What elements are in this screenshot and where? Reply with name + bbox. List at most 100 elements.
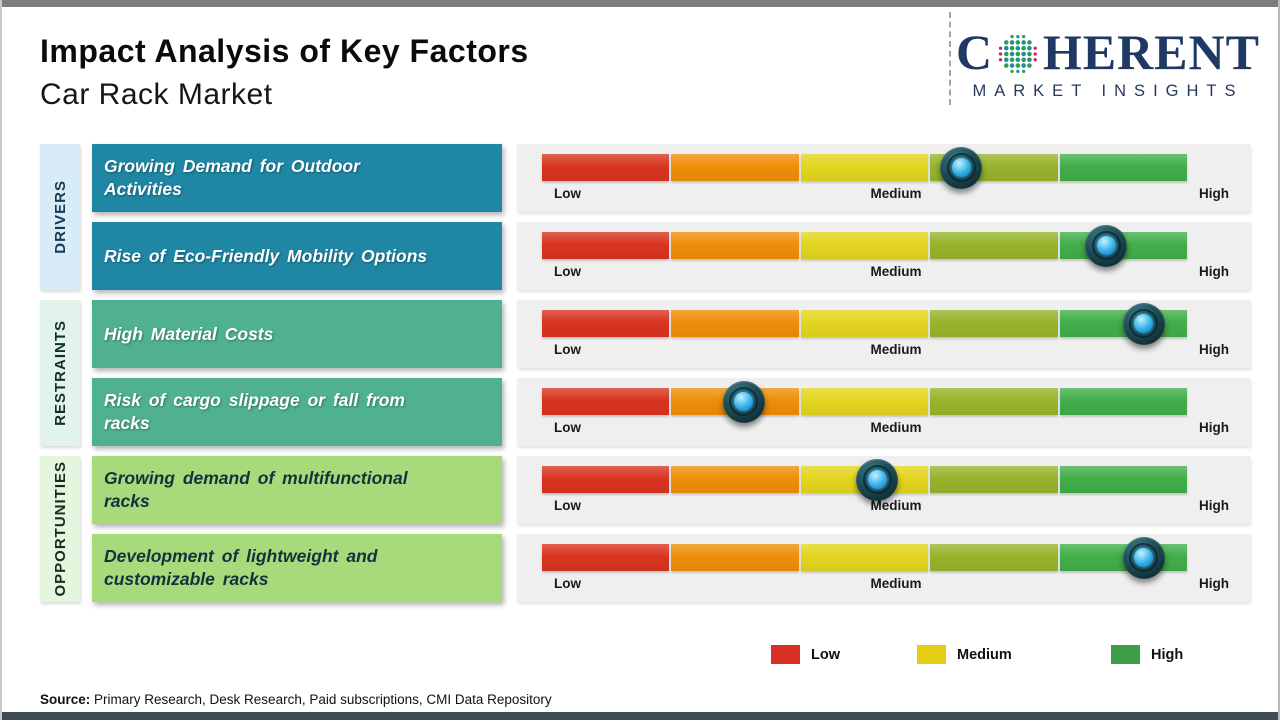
impact-marker-icon [1085,224,1128,267]
legend-label: Low [811,646,840,663]
scale-segment [930,466,1058,493]
category-label: RESTRAINTS [51,320,69,426]
scale-label-medium: Medium [870,264,922,279]
scale-segment [542,544,670,571]
impact-slider: Low Medium High [517,222,1250,290]
scale-segment [1059,388,1188,415]
factor-row: Growing demand of multifunctional racks … [92,456,1250,524]
impact-marker-icon [856,458,899,501]
scale-segment [671,310,799,337]
category-section: OPPORTUNITIES Growing demand of multifun… [40,456,1250,602]
factor-text: Development of lightweight and customiza… [104,546,378,589]
factor-text: Growing demand of multifunctional racks [104,468,408,511]
impact-matrix: DRIVERS Growing Demand for Outdoor Activ… [40,144,1250,602]
scale-segment [1059,154,1188,181]
factor-row: Development of lightweight and customiza… [92,534,1250,602]
factor-row: Risk of cargo slippage or fall from rack… [92,378,1250,446]
impact-scale-bar [542,224,1188,267]
scale-segment [542,154,670,181]
impact-slider: Low Medium High [517,378,1250,446]
impact-marker-icon [722,380,765,423]
factor-row: Growing Demand for Outdoor Activities Lo… [92,144,1250,212]
scale-label-medium: Medium [870,342,922,357]
scale-label-high: High [1199,420,1229,435]
impact-scale-bar [542,302,1188,345]
scale-label-low: Low [554,498,581,513]
legend: Low Medium High [771,645,1201,667]
factor-box: Development of lightweight and customiza… [92,534,502,602]
scale-segment [542,388,670,415]
category-rows: Growing demand of multifunctional racks … [92,456,1250,602]
impact-scale-bar [542,536,1188,579]
impact-marker-core [734,392,754,411]
source-label: Source: [40,692,91,707]
legend-item: Medium [917,645,1012,664]
scale-label-low: Low [554,576,581,591]
source-note: Source: Primary Research, Desk Research,… [40,692,552,707]
factor-text: Risk of cargo slippage or fall from rack… [104,390,405,433]
brand-logo: C HERENT MARKET INSIGHTS [956,26,1260,101]
scale-segment [542,310,670,337]
scale-segment [671,232,799,259]
category-strip-opportunities: OPPORTUNITIES [40,456,80,602]
scale-segment [671,544,799,571]
factor-box: Rise of Eco-Friendly Mobility Options [92,222,502,290]
impact-marker-ring [1091,231,1121,260]
impact-marker-core [867,470,887,489]
scale-segment [1059,466,1188,493]
top-border-bar [2,0,1278,7]
brand-letters-herent: HERENT [1042,24,1260,80]
legend-label: Medium [957,646,1012,663]
brand-letter-c: C [956,24,994,80]
category-rows: High Material Costs Low Medium High Risk… [92,300,1250,446]
impact-marker-ring [1129,309,1159,338]
impact-slider: Low Medium High [517,456,1250,524]
impact-marker-ring [862,465,892,494]
impact-scale-bar [542,146,1188,189]
impact-slider: Low Medium High [517,144,1250,212]
bottom-border-bar [2,712,1278,720]
category-rows: Growing Demand for Outdoor Activities Lo… [92,144,1250,290]
page-subtitle: Car Rack Market [40,78,273,112]
scale-label-high: High [1199,576,1229,591]
scale-label-low: Low [554,186,581,201]
scale-label-high: High [1199,498,1229,513]
impact-slider: Low Medium High [517,534,1250,602]
scale-label-high: High [1199,186,1229,201]
impact-scale-bar [542,458,1188,501]
scale-label-high: High [1199,342,1229,357]
scale-label-low: Low [554,342,581,357]
scale-label-medium: Medium [870,420,922,435]
scale-segment [542,466,670,493]
scale-segment [930,232,1058,259]
scale-segment [930,310,1058,337]
brand-tagline: MARKET INSIGHTS [972,82,1244,100]
factor-box: Growing Demand for Outdoor Activities [92,144,502,212]
legend-item: Low [771,645,840,664]
factor-text: High Material Costs [104,323,274,344]
factor-row: Rise of Eco-Friendly Mobility Options Lo… [92,222,1250,290]
scale-segment [800,232,929,259]
impact-marker-icon [940,146,983,189]
scale-segment [800,154,929,181]
scale-segment [542,232,670,259]
category-section: DRIVERS Growing Demand for Outdoor Activ… [40,144,1250,290]
category-section: RESTRAINTS High Material Costs Low Mediu… [40,300,1250,446]
impact-marker-ring [729,387,759,416]
impact-marker-ring [1129,543,1159,572]
scale-segment [930,544,1058,571]
impact-marker-core [1134,548,1154,567]
impact-marker-core [1096,236,1116,255]
scale-label-high: High [1199,264,1229,279]
factor-row: High Material Costs Low Medium High [92,300,1250,368]
category-strip-restraints: RESTRAINTS [40,300,80,446]
factor-box: Growing demand of multifunctional racks [92,456,502,524]
impact-slider: Low Medium High [517,300,1250,368]
scale-segment [671,154,799,181]
page-title: Impact Analysis of Key Factors [40,33,529,69]
impact-marker-core [951,158,971,177]
factor-box: Risk of cargo slippage or fall from rack… [92,378,502,446]
legend-swatch [771,645,800,664]
factor-text: Growing Demand for Outdoor Activities [104,156,360,199]
